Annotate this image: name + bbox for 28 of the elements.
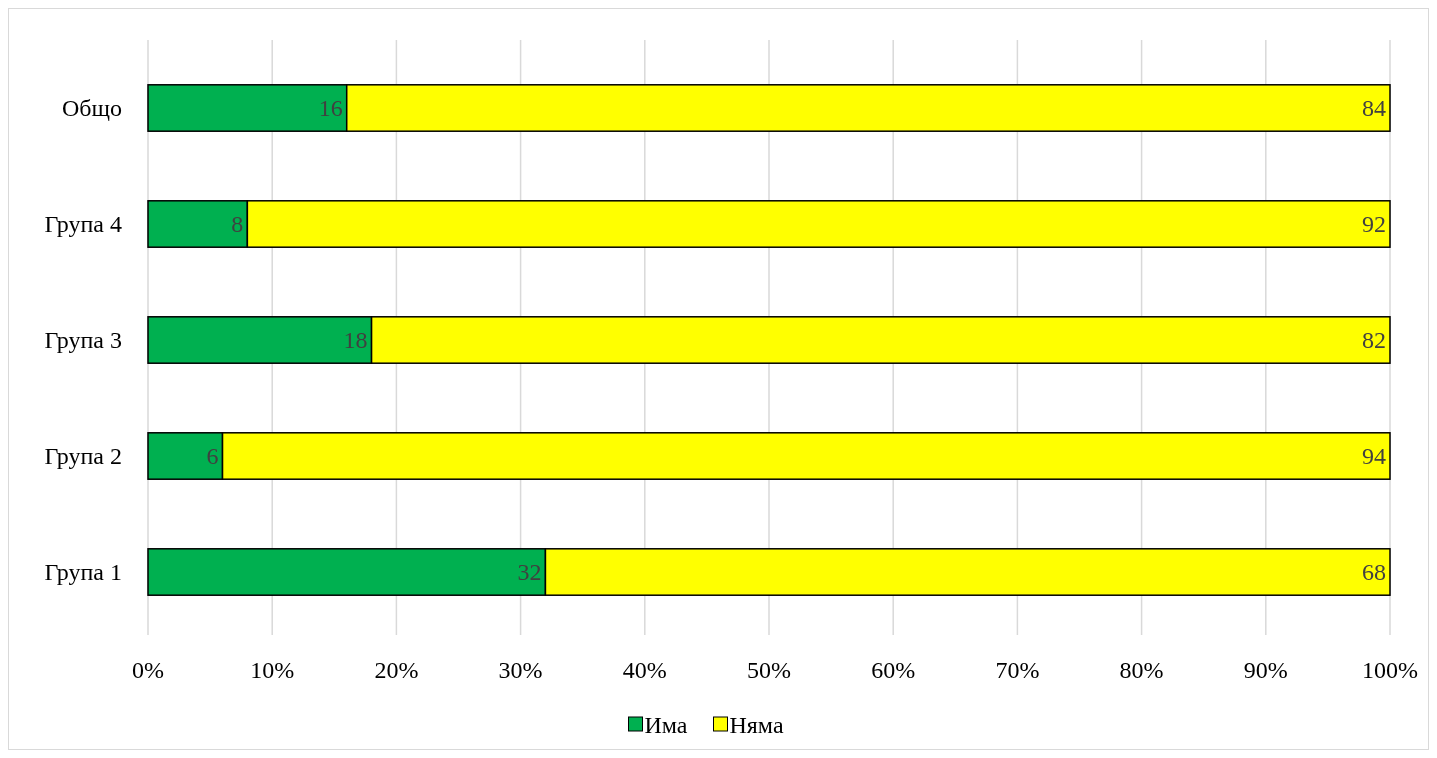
y-tick-label: Група 2 [44,443,122,470]
data-label: 82 [1362,327,1386,354]
data-label: 6 [206,443,219,470]
x-tick-label: 20% [374,657,419,683]
data-label: 18 [343,327,368,354]
x-tick-label: 100% [1362,657,1418,683]
y-tick-label: Група 3 [44,327,122,354]
data-label: 92 [1362,211,1386,238]
legend-label: Има [644,712,688,739]
data-label: 94 [1362,443,1386,470]
data-label: 68 [1362,559,1386,586]
x-tick-label: 50% [747,657,791,683]
data-label: 8 [231,211,244,238]
y-tick-label: Група 1 [44,559,122,586]
x-tick-label: 0% [132,657,164,683]
x-tick-label: 70% [995,657,1040,683]
data-label: 32 [517,559,542,586]
x-tick-label: 10% [250,657,295,683]
legend-label: Няма [729,712,784,739]
x-tick-label: 60% [871,657,916,683]
x-tick-label: 40% [622,657,667,683]
data-label: 84 [1362,95,1386,122]
x-tick-label: 90% [1243,657,1288,683]
y-tick-label: Общо [61,95,122,122]
x-tick-label: 80% [1119,657,1164,683]
y-tick-label: Група 4 [44,211,122,238]
data-label: 16 [318,95,343,122]
x-tick-label: 30% [498,657,543,683]
